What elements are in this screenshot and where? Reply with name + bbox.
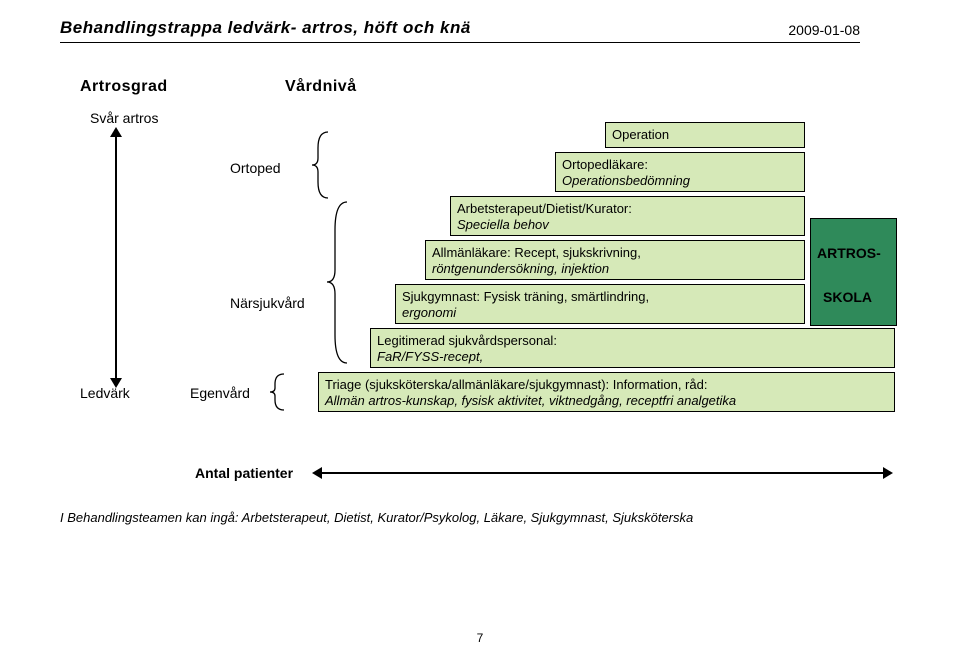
step-legitimerad: Legitimerad sjukvårdspersonal: FaR/FYSS-… — [370, 328, 895, 368]
step-operation-text: Operation — [612, 127, 669, 142]
step-arbets: Arbetsterapeut/Dietist/Kurator: Speciell… — [450, 196, 805, 236]
step-sjukgymnast: Sjukgymnast: Fysisk träning, smärtlindri… — [395, 284, 805, 324]
step-legitimerad-l2: FaR/FYSS-recept, — [377, 349, 483, 364]
step-triage-l2: Allmän artros-kunskap, fysisk aktivitet,… — [325, 393, 736, 408]
brace-egenvard — [268, 372, 286, 412]
care-egenvard: Egenvård — [190, 385, 250, 401]
step-ortoped: Ortopedläkare: Operationsbedömning — [555, 152, 805, 192]
brace-ortoped — [310, 130, 330, 200]
step-arbets-l1: Arbetsterapeut/Dietist/Kurator: — [457, 201, 632, 216]
step-sjukgymnast-l1: Sjukgymnast: Fysisk träning, smärtlindri… — [402, 289, 649, 304]
severity-bottom: Ledvärk — [80, 385, 130, 401]
care-narsjukvard: Närsjukvård — [230, 295, 305, 311]
step-arbets-l2: Speciella behov — [457, 217, 549, 232]
step-triage-l1: Triage (sjuksköterska/allmänläkare/sjukg… — [325, 377, 707, 392]
step-allman-l2: röntgenundersökning, injektion — [432, 261, 609, 276]
step-operation: Operation — [605, 122, 805, 148]
step-allman-l1: Allmänläkare: Recept, sjukskrivning, — [432, 245, 641, 260]
severity-arrow — [115, 135, 117, 380]
patients-label: Antal patienter — [195, 465, 293, 481]
step-allman: Allmänläkare: Recept, sjukskrivning, rön… — [425, 240, 805, 280]
page-title: Behandlingstrappa ledvärk- artros, höft … — [60, 18, 471, 38]
page-number: 7 — [477, 631, 484, 645]
step-ortoped-l1: Ortopedläkare: — [562, 157, 648, 172]
artros-label-bottom: SKOLA — [823, 289, 872, 305]
severity-top: Svår artros — [90, 110, 158, 126]
step-ortoped-l2: Operationsbedömning — [562, 173, 690, 188]
step-sjukgymnast-l2: ergonomi — [402, 305, 456, 320]
page-date: 2009-01-08 — [788, 22, 860, 38]
artros-skola-panel: ARTROS- SKOLA — [810, 218, 897, 326]
step-triage: Triage (sjuksköterska/allmänläkare/sjukg… — [318, 372, 895, 412]
col-vardniva: Vårdnivå — [285, 78, 357, 96]
patients-arrow — [320, 472, 885, 474]
footnote: I Behandlingsteamen kan ingå: Arbetstera… — [60, 510, 880, 525]
artros-label-top: ARTROS- — [817, 245, 881, 261]
step-legitimerad-l1: Legitimerad sjukvårdspersonal: — [377, 333, 557, 348]
title-rule — [60, 42, 860, 43]
care-ortoped: Ortoped — [230, 160, 281, 176]
col-artrosgrad: Artrosgrad — [80, 78, 168, 96]
brace-narsjukvard — [325, 200, 349, 365]
